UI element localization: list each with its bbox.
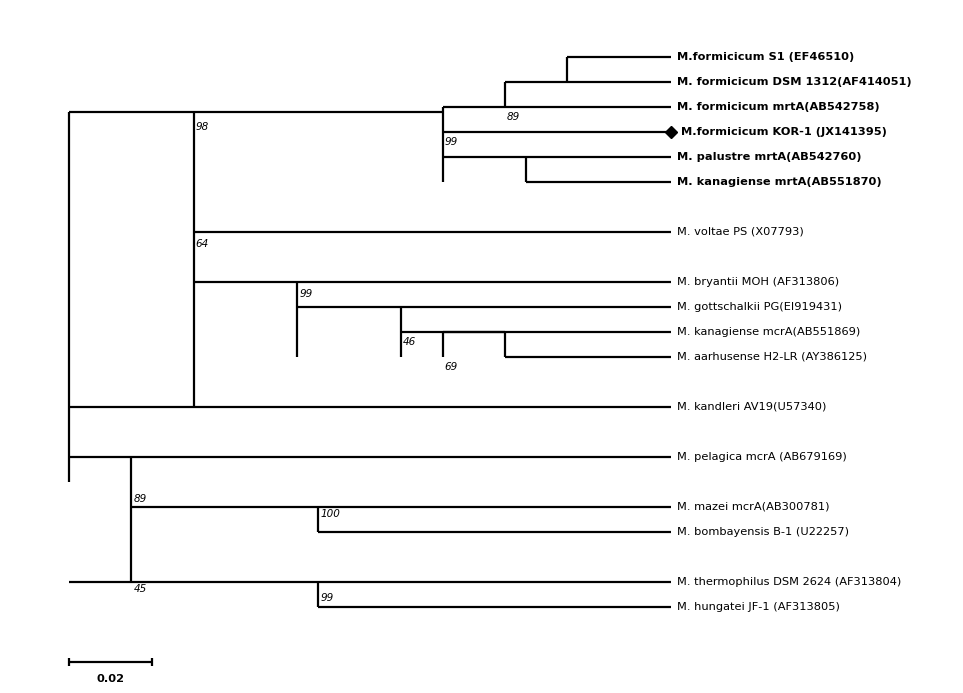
- Text: 99: 99: [445, 137, 458, 147]
- Text: 100: 100: [321, 509, 340, 520]
- Text: 89: 89: [134, 495, 146, 505]
- Text: M. kanagiense mcrA(AB551869): M. kanagiense mcrA(AB551869): [677, 327, 860, 337]
- Text: M.formicicum KOR-1 (JX141395): M.formicicum KOR-1 (JX141395): [681, 127, 887, 137]
- Text: M. thermophilus DSM 2624 (AF313804): M. thermophilus DSM 2624 (AF313804): [677, 577, 901, 587]
- Text: M. aarhusense H2-LR (AY386125): M. aarhusense H2-LR (AY386125): [677, 352, 867, 362]
- Text: M. bryantii MOH (AF313806): M. bryantii MOH (AF313806): [677, 277, 839, 287]
- Text: M. kandleri AV19(U57340): M. kandleri AV19(U57340): [677, 402, 826, 412]
- Text: 89: 89: [507, 112, 520, 122]
- Text: 64: 64: [195, 240, 209, 249]
- Text: 45: 45: [134, 584, 146, 595]
- Text: 99: 99: [299, 290, 313, 299]
- Text: M. bombayensis B-1 (U22257): M. bombayensis B-1 (U22257): [677, 527, 849, 537]
- Text: M. formicicum DSM 1312(AF414051): M. formicicum DSM 1312(AF414051): [677, 77, 912, 87]
- Text: 69: 69: [445, 362, 458, 372]
- Text: M. gottschalkii PG(EI919431): M. gottschalkii PG(EI919431): [677, 302, 842, 312]
- Text: M. pelagica mcrA (AB679169): M. pelagica mcrA (AB679169): [677, 452, 846, 462]
- Text: M. kanagiense mrtA(AB551870): M. kanagiense mrtA(AB551870): [677, 177, 882, 187]
- Text: M. mazei mcrA(AB300781): M. mazei mcrA(AB300781): [677, 502, 830, 512]
- Text: M. palustre mrtA(AB542760): M. palustre mrtA(AB542760): [677, 152, 862, 162]
- Text: 0.02: 0.02: [96, 674, 124, 685]
- Text: M. voltae PS (X07793): M. voltae PS (X07793): [677, 227, 804, 237]
- Text: M. formicicum mrtA(AB542758): M. formicicum mrtA(AB542758): [677, 102, 880, 112]
- Text: 98: 98: [195, 122, 209, 132]
- Text: 99: 99: [321, 593, 333, 603]
- Text: 46: 46: [403, 337, 416, 347]
- Text: M. hungatei JF-1 (AF313805): M. hungatei JF-1 (AF313805): [677, 602, 840, 612]
- Text: M.formicicum S1 (EF46510): M.formicicum S1 (EF46510): [677, 52, 854, 62]
